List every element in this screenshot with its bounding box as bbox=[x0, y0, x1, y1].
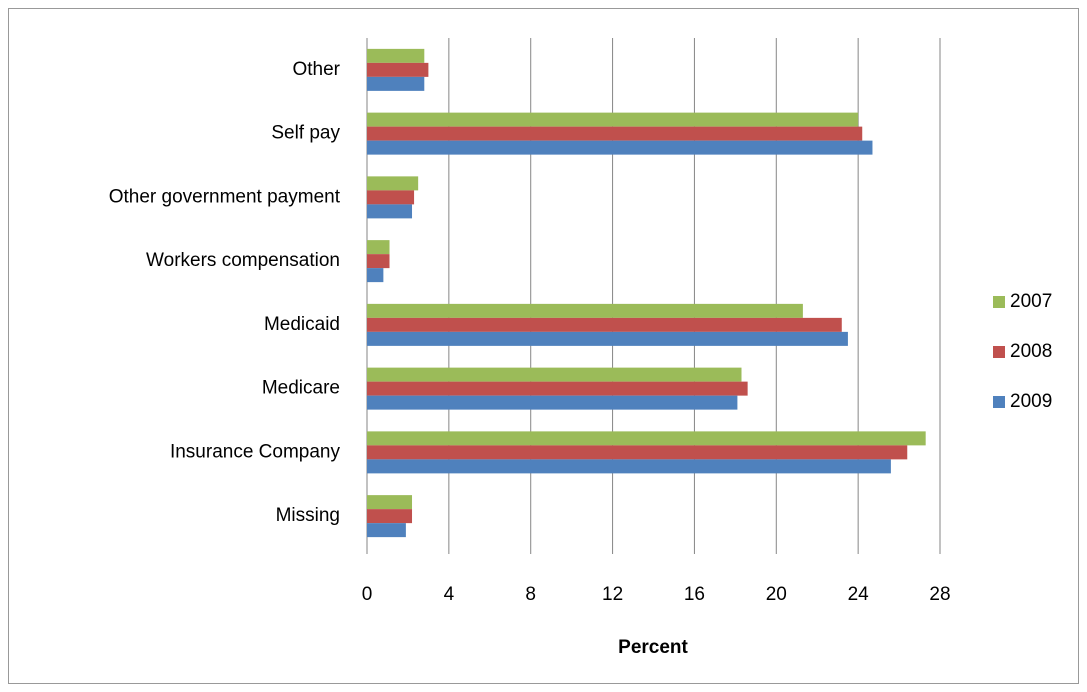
bar bbox=[367, 431, 926, 446]
legend-label: 2007 bbox=[1010, 291, 1052, 312]
x-tick-label: 16 bbox=[684, 584, 705, 605]
x-tick-label: 8 bbox=[525, 584, 536, 605]
x-tick-label: 4 bbox=[444, 584, 455, 605]
x-axis-label: Percent bbox=[618, 637, 688, 658]
x-tick-label: 28 bbox=[929, 584, 950, 605]
bar bbox=[367, 254, 390, 269]
bar bbox=[367, 48, 425, 63]
legend-swatch bbox=[993, 346, 1005, 358]
bar bbox=[367, 204, 413, 219]
y-tick-label: Self pay bbox=[271, 123, 340, 144]
y-tick-label: Missing bbox=[276, 505, 340, 526]
bar bbox=[367, 303, 803, 318]
bar bbox=[367, 495, 413, 510]
y-tick-label: Other government payment bbox=[109, 186, 341, 207]
x-tick-label: 12 bbox=[602, 584, 623, 605]
bar bbox=[367, 509, 413, 524]
bar bbox=[367, 317, 842, 332]
bar bbox=[367, 459, 891, 474]
bar bbox=[367, 240, 390, 255]
y-tick-label: Medicaid bbox=[264, 314, 340, 335]
legend-swatch bbox=[993, 296, 1005, 308]
x-tick-label: 0 bbox=[362, 584, 373, 605]
bar bbox=[367, 126, 863, 141]
legend-label: 2009 bbox=[1010, 391, 1052, 412]
legend-swatch bbox=[993, 396, 1005, 408]
bar bbox=[367, 367, 742, 382]
y-tick-label: Other bbox=[292, 59, 340, 80]
bar bbox=[367, 268, 384, 283]
bar bbox=[367, 381, 748, 396]
bar bbox=[367, 445, 908, 460]
bar bbox=[367, 331, 848, 346]
bar bbox=[367, 190, 415, 205]
bar bbox=[367, 140, 873, 155]
bar bbox=[367, 76, 425, 91]
y-tick-label: Workers compensation bbox=[146, 250, 340, 271]
bar bbox=[367, 176, 419, 191]
bar bbox=[367, 523, 406, 538]
bar bbox=[367, 112, 859, 127]
bar bbox=[367, 395, 738, 410]
x-tick-label: 20 bbox=[766, 584, 787, 605]
y-tick-label: Medicare bbox=[262, 378, 340, 399]
chart-frame bbox=[8, 8, 1079, 684]
y-tick-label: Insurance Company bbox=[170, 441, 341, 462]
x-tick-label: 24 bbox=[848, 584, 870, 605]
bar bbox=[367, 62, 429, 77]
legend-label: 2008 bbox=[1010, 341, 1052, 362]
